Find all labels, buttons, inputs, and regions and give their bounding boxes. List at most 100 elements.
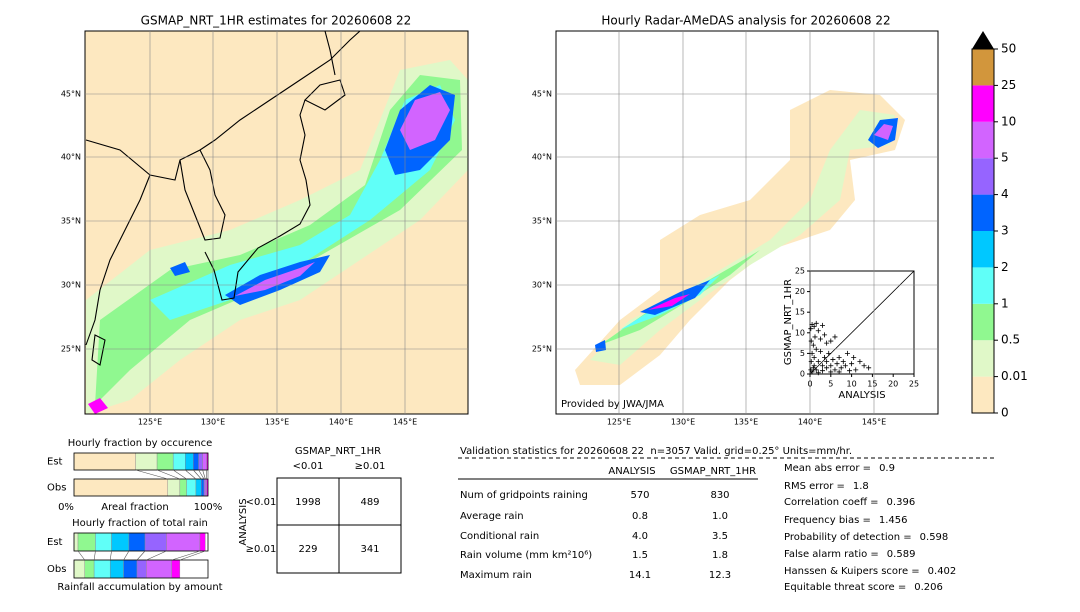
connector [171, 550, 201, 561]
lon-label: 140°E [329, 418, 353, 427]
fraction-segment [195, 478, 202, 497]
scatter-point [817, 348, 823, 354]
table-cell: 489 [360, 497, 379, 508]
colorbar-segment [972, 85, 994, 122]
fraction-segment [84, 559, 95, 579]
scatter-point [832, 334, 838, 340]
scatter-point [809, 350, 815, 356]
fraction-segment [77, 532, 96, 552]
lat-label: 45°N [532, 90, 552, 99]
connector [156, 469, 180, 480]
scatter-point [861, 363, 867, 369]
connector [93, 550, 96, 561]
colorbar-segment [972, 340, 994, 377]
score-value: 0.396 [887, 497, 916, 508]
column-header: GSMAP_NRT_1HR [670, 466, 756, 477]
stat-value: 0.8 [632, 511, 648, 522]
scatter-point [813, 346, 819, 352]
scatter-point [822, 332, 828, 338]
fraction-segment [193, 452, 199, 471]
x-axis-label: ANALYSIS [838, 390, 885, 401]
stat-value: 3.5 [712, 531, 728, 542]
row-label: Est [47, 457, 63, 468]
fraction-segment [73, 452, 136, 471]
scatter-point [813, 367, 819, 373]
scatter-point [809, 369, 815, 375]
column-header: ANALYSIS [608, 466, 655, 477]
fraction-segment [73, 478, 169, 497]
y-tick-label: 0 [800, 370, 805, 379]
connector [185, 469, 197, 480]
colorbar-label: 0.01 [1001, 369, 1028, 383]
contingency-table: GSMAP_NRT_1HR <0.01 ≥0.01 ANALYSIS <0.01… [238, 446, 402, 574]
connector [146, 550, 167, 561]
connector [109, 550, 112, 561]
connector [202, 469, 206, 480]
score-value: 0.206 [914, 582, 943, 593]
scatter-point [840, 359, 846, 365]
column-label: ≥0.01 [355, 461, 386, 472]
lon-label: 145°E [393, 418, 417, 427]
scatter-point [819, 322, 825, 328]
scatter-point [826, 350, 832, 356]
bar-frame [73, 559, 209, 579]
scatter-point [857, 359, 863, 365]
lon-label: 130°E [201, 418, 225, 427]
scatter-point [830, 357, 836, 363]
fraction-segment [111, 532, 130, 552]
scatter-point [817, 336, 823, 342]
map-frame [84, 30, 469, 415]
x-tick-label: 0 [807, 380, 812, 389]
fraction-segment [136, 559, 147, 579]
fraction-segment [95, 532, 112, 552]
row-label: Obs [47, 564, 66, 575]
panel-title: Hourly fraction of total rain [72, 518, 208, 529]
colorbar-segment [972, 376, 994, 413]
stat-value: 4.0 [632, 531, 648, 542]
colorbar-segment [972, 158, 994, 195]
fraction-segment [186, 478, 197, 497]
colorbar-segment [972, 231, 994, 268]
axis-end: 100% [194, 502, 223, 513]
lon-label: 125°E [607, 418, 631, 427]
scatter-point [838, 365, 844, 371]
scatter-point [851, 355, 857, 361]
scatter-point [836, 369, 842, 375]
score-value: 0.598 [920, 532, 949, 543]
scatter-point [808, 338, 814, 344]
x-tick-label: 25 [909, 380, 919, 389]
x-tick-label: 10 [847, 380, 857, 389]
colorbar-label: 25 [1001, 78, 1016, 92]
panel-title: Hourly fraction by occurence [68, 438, 212, 449]
colorbar-label: 5 [1001, 151, 1009, 165]
fraction-segment [171, 559, 181, 579]
scatter-point [834, 361, 840, 367]
validation-stats: Validation statistics for 20260608 22 n=… [458, 446, 996, 480]
y-tick-label: 20 [795, 287, 805, 296]
fraction-segment [128, 532, 146, 552]
x-tick-label: 5 [828, 380, 833, 389]
map-analysis: Hourly Radar-AMeDAS analysis for 2026060… [555, 14, 939, 415]
colorbar-label: 4 [1001, 187, 1009, 201]
fraction-segment [172, 452, 186, 471]
colorbar-label: 10 [1001, 114, 1016, 128]
lat-label: 35°N [532, 217, 552, 226]
fraction-segment [146, 559, 173, 579]
colorbar-segment [972, 49, 994, 86]
column-label: <0.01 [293, 461, 324, 472]
stat-value: 1.0 [712, 511, 728, 522]
row-axis-label: ANALYSIS [238, 498, 249, 545]
lat-label: 30°N [61, 281, 81, 290]
scatter-point [844, 350, 850, 356]
table-cell: 1998 [295, 497, 320, 508]
connector [198, 469, 205, 480]
fraction-segment [205, 478, 207, 497]
fraction-segment [166, 532, 201, 552]
scatter-point [836, 355, 842, 361]
row-label: Obs [47, 483, 66, 494]
table-title: GSMAP_NRT_1HR [295, 446, 381, 457]
score-value: 0.9 [879, 463, 895, 474]
fraction-segment [156, 452, 174, 471]
colorbar-label: 2 [1001, 260, 1009, 274]
colorbar-label: 1 [1001, 296, 1009, 310]
